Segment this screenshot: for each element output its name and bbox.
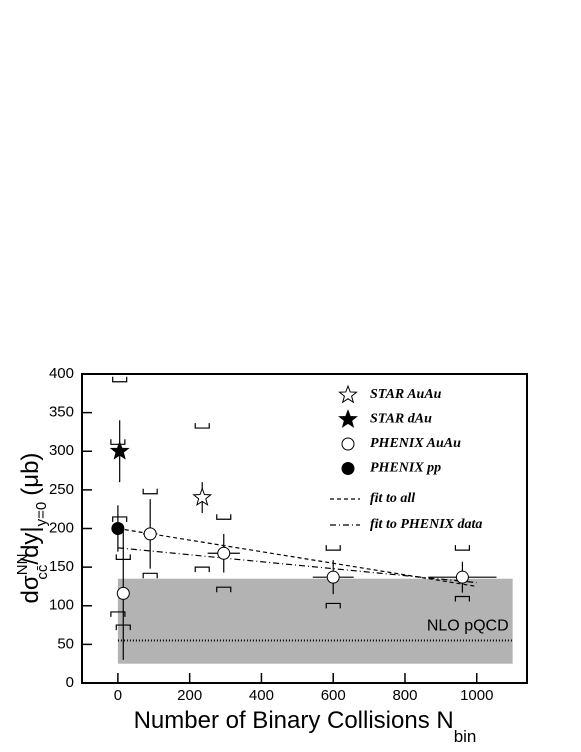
circle-marker [455, 570, 469, 584]
legend-label: STAR dAu [370, 412, 432, 427]
y-tick-label: 400 [49, 365, 74, 382]
circle-marker [341, 437, 355, 451]
legend-label: PHENIX AuAu [370, 436, 461, 451]
sys-bracket [194, 566, 210, 573]
fit-line [117, 547, 477, 584]
sys-bracket [194, 423, 210, 429]
y-label-sub2: y=0 [33, 502, 50, 527]
circle-marker [116, 586, 130, 600]
fit-line [117, 527, 477, 588]
y-tick-label: 200 [49, 519, 74, 536]
circle-marker [341, 462, 355, 475]
y-tick-label: 250 [49, 481, 74, 498]
y-label-sup: NN [14, 554, 31, 576]
nlo-label: NLO pQCD [427, 618, 509, 635]
y-tick-label: 100 [49, 597, 74, 614]
sys-bracket [454, 545, 471, 551]
star-marker [338, 384, 358, 404]
sys-bracket [325, 545, 341, 551]
star-marker [109, 440, 130, 460]
y-tick-label: 350 [49, 404, 74, 421]
x-label-main: Number of Binary Collisions N [134, 707, 454, 734]
x-tick-label: 200 [177, 687, 202, 704]
star-marker [192, 487, 213, 507]
sys-bracket [112, 516, 128, 522]
sys-bracket [112, 376, 128, 383]
sys-bracket [142, 572, 158, 579]
sys-bracket [142, 488, 158, 495]
legend-label: fit to PHENIX data [370, 517, 482, 532]
sys-bracket [110, 611, 126, 617]
legend-label: fit to all [370, 491, 415, 506]
y-label-rest: /dy| [17, 526, 44, 564]
x-tick-label: 800 [392, 687, 417, 704]
y-tick-label: 150 [49, 558, 74, 575]
y-tick-label: 50 [57, 635, 74, 652]
y-label-sub: cc̄ [34, 564, 51, 580]
x-tick-label: 600 [321, 687, 346, 704]
x-axis-label: Number of Binary Collisions Nbin [134, 707, 477, 746]
y-label-unit: (μb) [17, 453, 44, 496]
x-tick-label: 1000 [460, 687, 493, 704]
sys-bracket [454, 595, 471, 602]
sys-bracket [216, 514, 232, 520]
legend-label: STAR AuAu [370, 387, 442, 402]
circle-marker [143, 527, 157, 541]
x-tick-label: 400 [249, 687, 274, 704]
x-label-sub: bin [454, 727, 477, 746]
y-tick-label: 300 [49, 442, 74, 459]
legend-label: PHENIX pp [370, 461, 441, 476]
y-axis-label: dσNN cc̄/dy|y=0 (μb) [14, 453, 51, 604]
sys-bracket [325, 602, 341, 609]
y-label-main: dσ [17, 575, 44, 603]
sys-bracket [110, 439, 126, 445]
x-tick-label: 0 [114, 687, 122, 704]
circle-marker [111, 522, 125, 535]
nlo-band [117, 578, 513, 664]
y-tick-label: 0 [66, 674, 74, 691]
sys-bracket [216, 586, 232, 593]
circle-marker [217, 546, 231, 560]
circle-marker [326, 570, 340, 584]
star-marker [338, 409, 358, 428]
